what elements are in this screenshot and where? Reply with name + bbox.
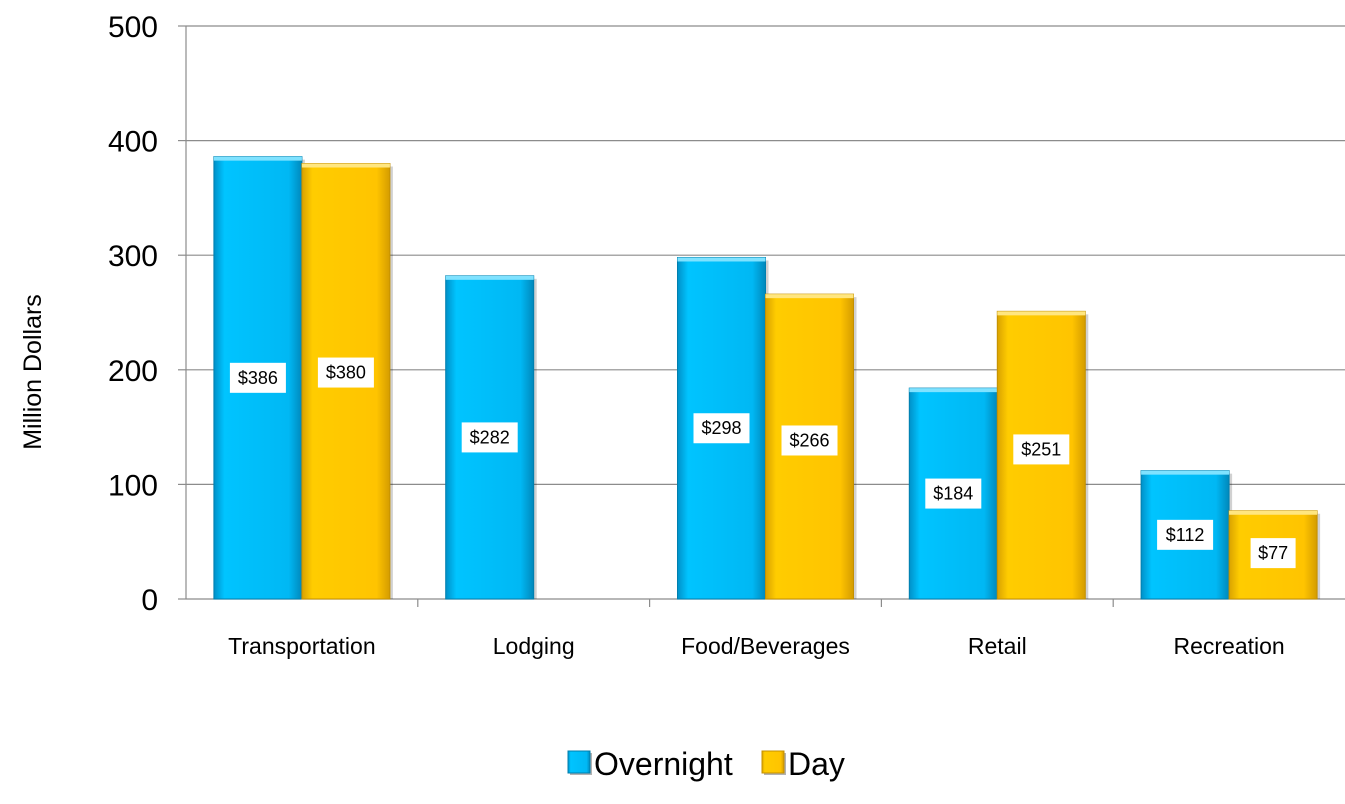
- bar-top-highlight: [677, 257, 766, 262]
- x-tick-label: Recreation: [1173, 633, 1284, 659]
- y-tick-label: 0: [141, 584, 158, 617]
- bar-top-highlight: [997, 311, 1086, 316]
- data-label-day-retail: $251: [1021, 439, 1061, 459]
- data-label-box: [229, 362, 286, 393]
- bars: [213, 156, 1321, 600]
- data-label-day-transportation: $380: [326, 363, 366, 383]
- y-tick-label: 200: [108, 355, 158, 388]
- bar-top-highlight: [445, 275, 534, 280]
- x-tick-label: Lodging: [493, 633, 575, 659]
- data-label-box: [925, 478, 982, 509]
- x-tick-label: Transportation: [228, 633, 375, 659]
- y-axis-title: Million Dollars: [19, 294, 47, 450]
- data-label-day-food-beverages: $266: [789, 430, 829, 450]
- data-label-overnight-transportation: $386: [238, 368, 278, 388]
- data-label-day-recreation: $77: [1258, 543, 1288, 563]
- bar-top-highlight: [301, 163, 390, 168]
- bar-top-highlight: [909, 388, 998, 393]
- y-tick-label: 100: [108, 469, 158, 502]
- bar-top-highlight: [1229, 510, 1318, 515]
- y-tick-label: 400: [108, 126, 158, 159]
- y-tick-label: 300: [108, 240, 158, 273]
- data-label-box: [781, 425, 838, 456]
- data-label-overnight-retail: $184: [933, 484, 973, 504]
- y-tick-label: 500: [108, 11, 158, 44]
- bar-top-highlight: [1141, 470, 1230, 475]
- legend-swatch-day: [761, 750, 785, 774]
- data-labels: $386 $282 $298 $184 $112 $380 $266 $251 $77: [229, 357, 1296, 569]
- data-label-overnight-lodging: $282: [470, 427, 510, 447]
- legend-label-day: Day: [788, 746, 845, 782]
- data-label-box: [693, 413, 750, 444]
- legend-label-overnight: Overnight: [594, 746, 733, 782]
- data-label-box: [461, 422, 518, 453]
- data-label-overnight-recreation: $112: [1166, 525, 1205, 545]
- x-tick-label: Food/Beverages: [681, 633, 850, 659]
- data-label-box: [1250, 538, 1296, 569]
- legend-swatch-overnight: [567, 750, 591, 774]
- data-label-box: [1157, 519, 1214, 550]
- bar-top-highlight: [765, 294, 854, 299]
- legend: Overnight Day: [567, 746, 845, 782]
- data-label-box: [1013, 434, 1070, 465]
- x-tick-label: Retail: [968, 633, 1027, 659]
- bar-top-highlight: [213, 156, 302, 161]
- data-label-overnight-food-beverages: $298: [701, 418, 741, 438]
- data-label-box: [317, 357, 374, 388]
